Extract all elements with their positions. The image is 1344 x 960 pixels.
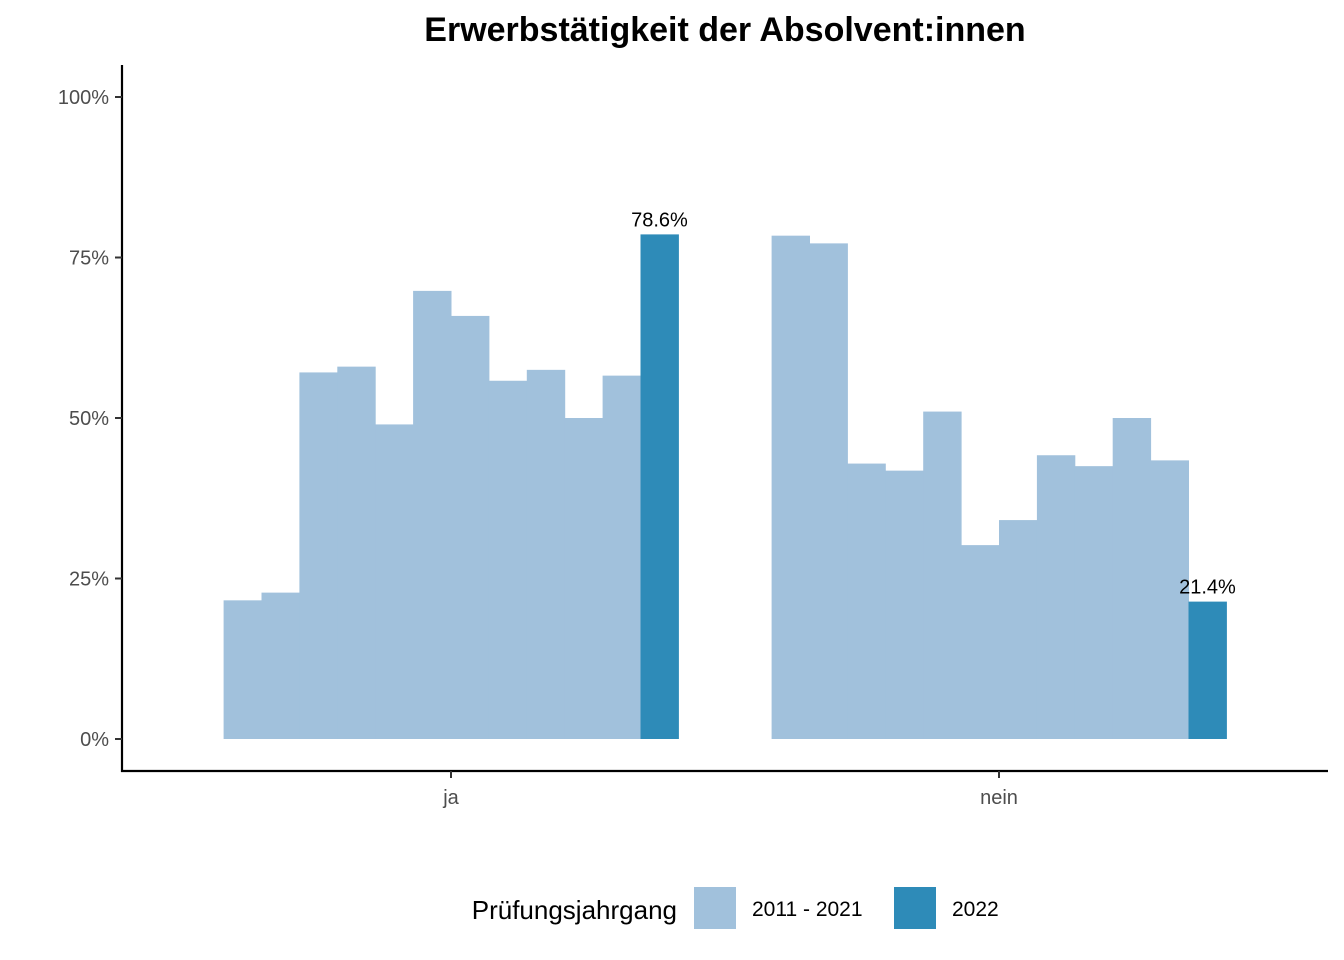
bar-nein-11: [1188, 601, 1227, 739]
bar-nein-3: [885, 470, 924, 739]
y-tick-label: 100%: [58, 87, 109, 109]
axes-layer: 0% 25% 50% 75% 100% ja nein: [58, 65, 1328, 809]
bar-nein-7: [1036, 455, 1076, 739]
y-tick-label: 50%: [69, 408, 109, 430]
bar-nein-4: [923, 411, 962, 739]
data-label-nein: 21.4%: [1179, 577, 1236, 599]
y-tick-label: 0%: [80, 729, 109, 751]
data-labels-layer: 78.6% 21.4%: [631, 209, 1236, 598]
bar-nein-8: [1074, 466, 1114, 739]
chart-title: Erwerbstätigkeit der Absolvent:innen: [424, 11, 1025, 49]
bars-layer: [223, 234, 1227, 740]
bar-nein-9: [1112, 418, 1152, 739]
y-tick-label: 25%: [69, 569, 109, 591]
y-tick-label: 75%: [69, 248, 109, 270]
legend-title: Prüfungsjahrgang: [472, 895, 677, 925]
legend-label-1: 2022: [952, 898, 999, 921]
x-tick-label: nein: [980, 787, 1018, 809]
bar-ja-1: [261, 592, 300, 739]
bar-ja-4: [375, 424, 414, 739]
legend-label-0: 2011 - 2021: [752, 898, 863, 921]
bar-nein-1: [809, 243, 848, 739]
bar-nein-0: [771, 235, 810, 740]
bar-ja-7: [488, 380, 528, 739]
bar-ja-6: [451, 315, 490, 739]
legend: Prüfungsjahrgang 2011 - 2021 2022: [472, 887, 999, 929]
legend-key-0: [694, 887, 736, 929]
bar-ja-0: [223, 600, 262, 739]
legend-key-1: [894, 887, 936, 929]
bar-ja-9: [564, 418, 604, 739]
bar-ja-11: [640, 234, 679, 739]
x-tick-label: ja: [442, 787, 459, 809]
bar-ja-5: [413, 290, 452, 739]
bar-ja-3: [337, 366, 376, 739]
bar-nein-5: [961, 545, 1000, 739]
bar-ja-2: [299, 372, 338, 739]
data-label-ja: 78.6%: [631, 209, 688, 231]
bar-nein-6: [999, 520, 1038, 739]
bar-nein-2: [847, 463, 886, 739]
bar-ja-10: [602, 375, 641, 739]
bar-nein-10: [1150, 460, 1189, 739]
bar-ja-8: [526, 369, 566, 739]
